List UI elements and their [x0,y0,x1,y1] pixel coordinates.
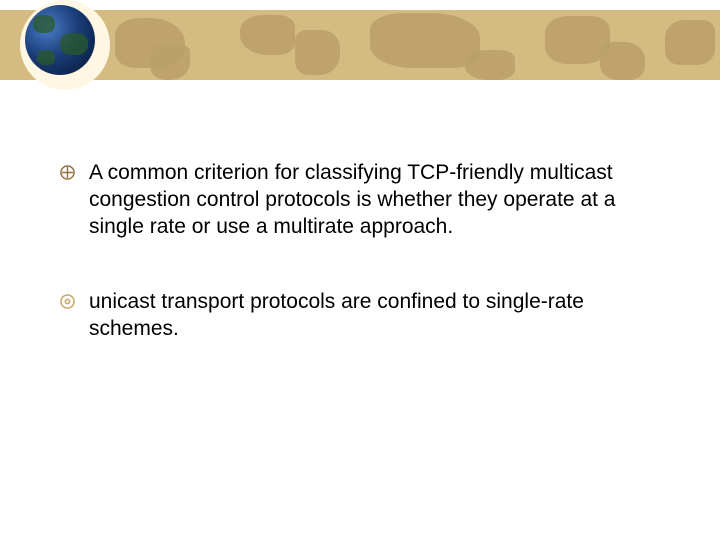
bullet-icon [60,165,75,180]
bullet-text: unicast transport protocols are confined… [89,289,660,343]
map-continent [240,15,295,55]
bullet-text: A common criterion for classifying TCP-f… [89,160,660,241]
slide-content: A common criterion for classifying TCP-f… [60,160,660,390]
map-continent [600,42,645,80]
map-continent [150,45,190,80]
globe-land [60,33,88,55]
globe-land [37,50,55,65]
globe-icon [25,5,95,75]
globe-land [33,15,55,33]
map-continent [370,13,480,68]
bullet-item: A common criterion for classifying TCP-f… [60,160,660,241]
map-continent [665,20,715,65]
bullet-item: unicast transport protocols are confined… [60,289,660,343]
bullet-icon [60,294,75,309]
map-continent [295,30,340,75]
map-continent [465,50,515,80]
